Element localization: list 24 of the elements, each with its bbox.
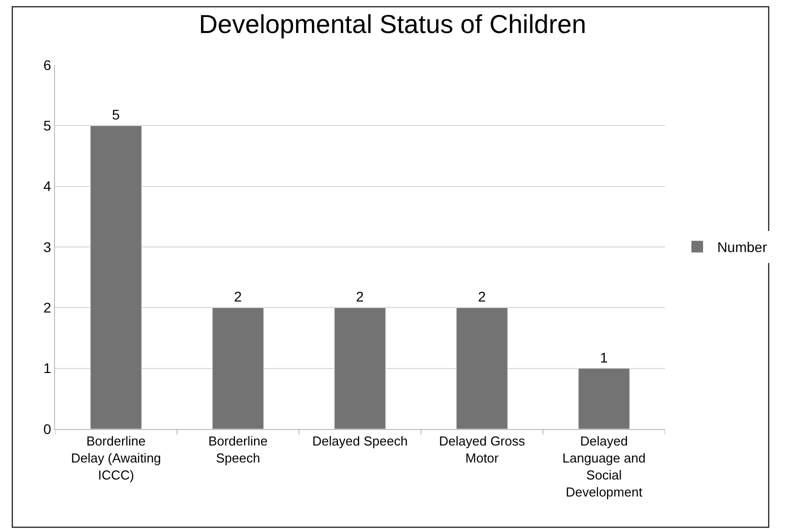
bar [456, 307, 508, 429]
y-tick-label: 1 [43, 360, 52, 376]
y-tick-label: 4 [43, 178, 52, 194]
x-tick-label: Borderline Speech [208, 434, 268, 466]
y-tick-label: 6 [43, 56, 52, 73]
y-tick-label: 5 [43, 118, 52, 134]
data-label: 2 [478, 288, 486, 305]
bar [334, 307, 386, 429]
x-tick-label: Delayed Language and Social Development [562, 434, 646, 500]
chart-title: Developmental Status of Children [198, 8, 586, 39]
data-label: 2 [234, 288, 242, 305]
bar [578, 368, 630, 429]
data-label: 2 [356, 288, 364, 305]
x-tick-label: Delayed Gross Motor [439, 434, 526, 466]
bar [90, 125, 142, 429]
x-tick-label: Delayed Speech [312, 434, 408, 449]
bar [212, 307, 264, 429]
x-tick-label: Borderline Delay (Awaiting ICCC) [70, 434, 162, 482]
data-label: 5 [112, 106, 120, 123]
y-tick-label: 3 [43, 238, 52, 255]
y-tick-label: 0 [43, 420, 52, 437]
legend-label: Number [717, 239, 768, 256]
data-label: 1 [600, 349, 608, 366]
y-tick-label: 2 [43, 300, 52, 316]
